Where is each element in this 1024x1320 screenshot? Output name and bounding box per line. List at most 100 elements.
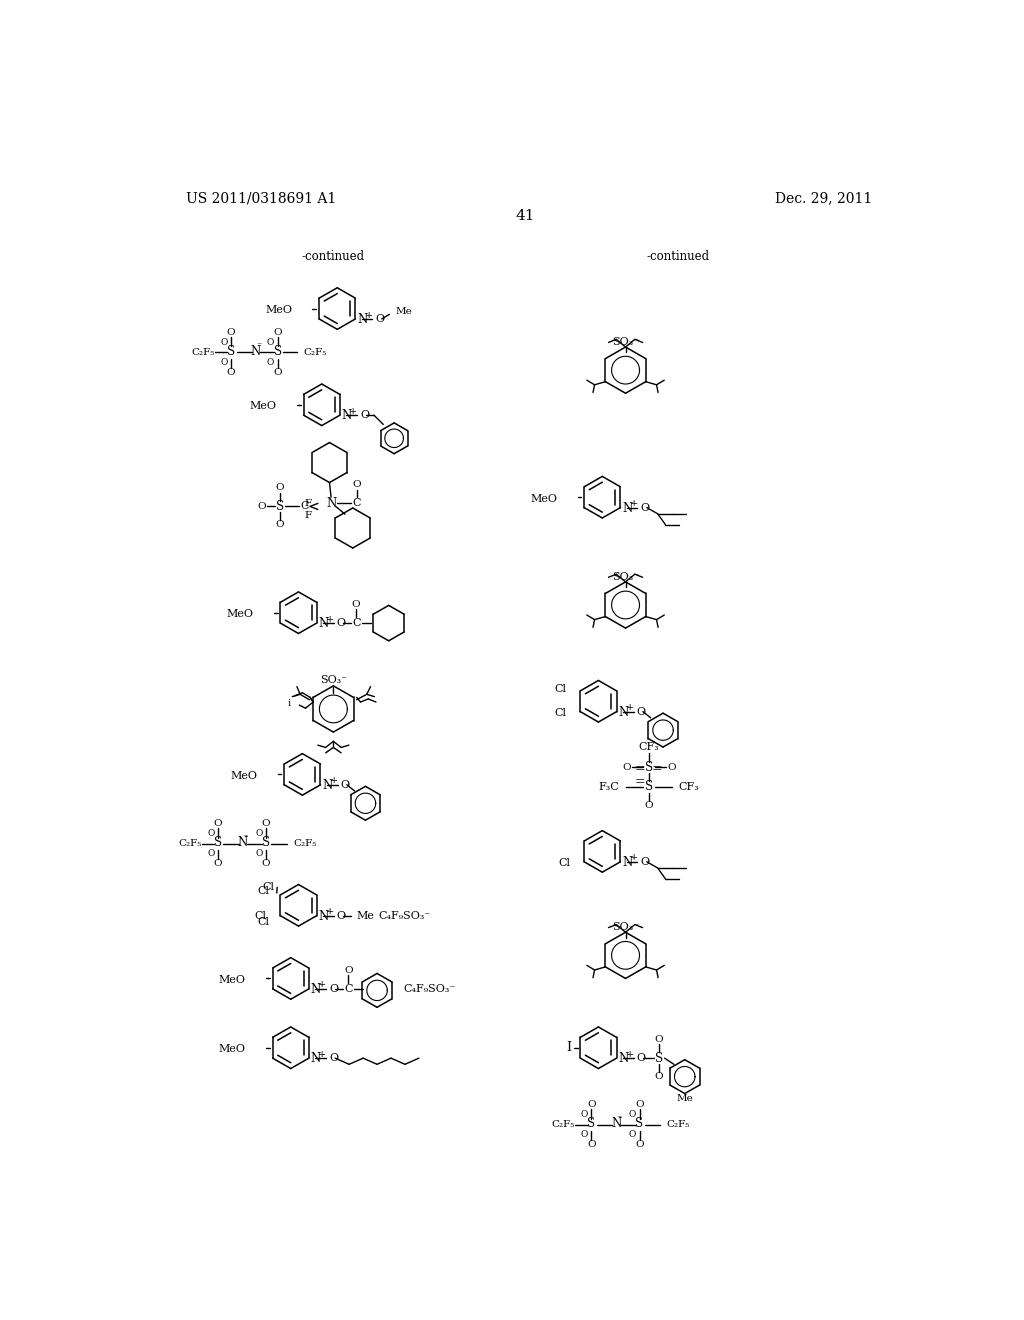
Text: N: N [322,779,333,792]
Text: =: = [635,776,646,788]
Text: Cl: Cl [554,684,566,694]
Text: N: N [238,837,248,850]
Text: O: O [267,338,274,347]
Text: N: N [318,618,329,631]
Text: -continued: -continued [302,251,365,264]
Text: +: + [626,1049,634,1059]
Text: O: O [220,338,227,347]
Text: MeO: MeO [530,494,557,504]
Text: N: N [618,1052,629,1065]
Text: C: C [300,502,309,511]
Text: US 2011/0318691 A1: US 2011/0318691 A1 [186,191,336,206]
Text: O: O [587,1140,596,1150]
Text: Cl: Cl [554,709,566,718]
Text: O: O [635,1140,644,1150]
Text: O: O [220,358,227,367]
Text: Cl: Cl [558,858,570,869]
Text: O: O [635,1101,644,1109]
Text: S: S [262,837,270,850]
Text: N: N [611,1118,622,1130]
Text: C: C [352,499,360,508]
Text: C₂F₅: C₂F₅ [293,840,316,849]
Text: =: = [635,762,646,775]
Text: F₃C: F₃C [599,781,620,792]
Text: Cl: Cl [262,882,274,892]
Text: C₂F₅: C₂F₅ [667,1121,690,1129]
Text: 41: 41 [515,209,535,223]
Text: +: + [630,854,638,862]
Text: =: = [652,762,663,775]
Text: O: O [275,520,285,529]
Text: I: I [566,1041,571,1055]
Text: N: N [357,313,368,326]
Text: SO₃⁻: SO₃⁻ [612,337,639,347]
Text: C₄F₉SO₃⁻: C₄F₉SO₃⁻ [403,983,456,994]
Text: O: O [581,1110,588,1119]
Text: SO₃⁻: SO₃⁻ [612,572,639,582]
Text: N: N [251,345,261,358]
Text: +: + [330,776,338,785]
Text: C₂F₅: C₂F₅ [191,348,215,356]
Text: S: S [588,1118,596,1130]
Text: C₄F₉SO₃⁻: C₄F₉SO₃⁻ [379,911,431,920]
Text: O: O [262,820,270,828]
Text: O: O [641,857,649,867]
Text: CF₃: CF₃ [678,781,699,792]
Text: Me: Me [395,306,413,315]
Text: +: + [326,615,334,624]
Text: N: N [310,1052,321,1065]
Text: O: O [255,849,263,858]
Text: CF₃: CF₃ [638,742,659,752]
Text: Me: Me [357,911,375,920]
Text: +: + [630,499,638,508]
Text: O: O [207,849,215,858]
Text: SO₃⁻: SO₃⁻ [612,921,639,932]
Text: Cl: Cl [257,887,269,896]
Text: O: O [255,829,263,838]
Text: O: O [655,1072,664,1081]
Text: Cl: Cl [257,917,269,927]
Text: N: N [341,409,351,422]
Text: S: S [214,837,222,850]
Text: MeO: MeO [265,305,292,315]
Text: +: + [626,704,634,713]
Text: O: O [352,601,360,609]
Text: O: O [637,1053,646,1063]
Text: O: O [267,358,274,367]
Text: +: + [349,407,357,416]
Text: O: O [622,763,631,772]
Text: O: O [581,1130,588,1139]
Text: O: O [655,1035,664,1044]
Text: N: N [622,502,632,515]
Text: O: O [344,966,352,975]
Text: ⁻: ⁻ [256,342,261,351]
Text: N: N [622,857,632,869]
Text: ⁻: ⁻ [616,1114,622,1123]
Text: S: S [645,780,653,793]
Text: O: O [352,480,360,490]
Text: S: S [655,1052,664,1065]
Text: O: O [360,411,369,420]
Text: O: O [329,1053,338,1063]
Text: S: S [636,1118,643,1130]
Text: C₂F₅: C₂F₅ [178,840,202,849]
Text: N: N [310,983,321,997]
Text: MeO: MeO [250,401,276,412]
Text: +: + [318,1049,327,1059]
Text: SO₃⁻: SO₃⁻ [319,676,347,685]
Text: S: S [645,760,653,774]
Text: S: S [273,345,282,358]
Text: O: O [273,368,282,378]
Text: ⁻: ⁻ [243,833,248,842]
Text: O: O [637,706,646,717]
Text: C₂F₅: C₂F₅ [552,1121,575,1129]
Text: O: O [376,314,385,323]
Text: O: O [341,780,350,789]
Text: F: F [304,511,311,520]
Text: O: O [629,1130,636,1139]
Text: O: O [667,763,676,772]
Text: MeO: MeO [230,771,257,781]
Text: +: + [318,981,327,990]
Text: -continued: -continued [647,251,710,264]
Text: Cl: Cl [254,911,266,920]
